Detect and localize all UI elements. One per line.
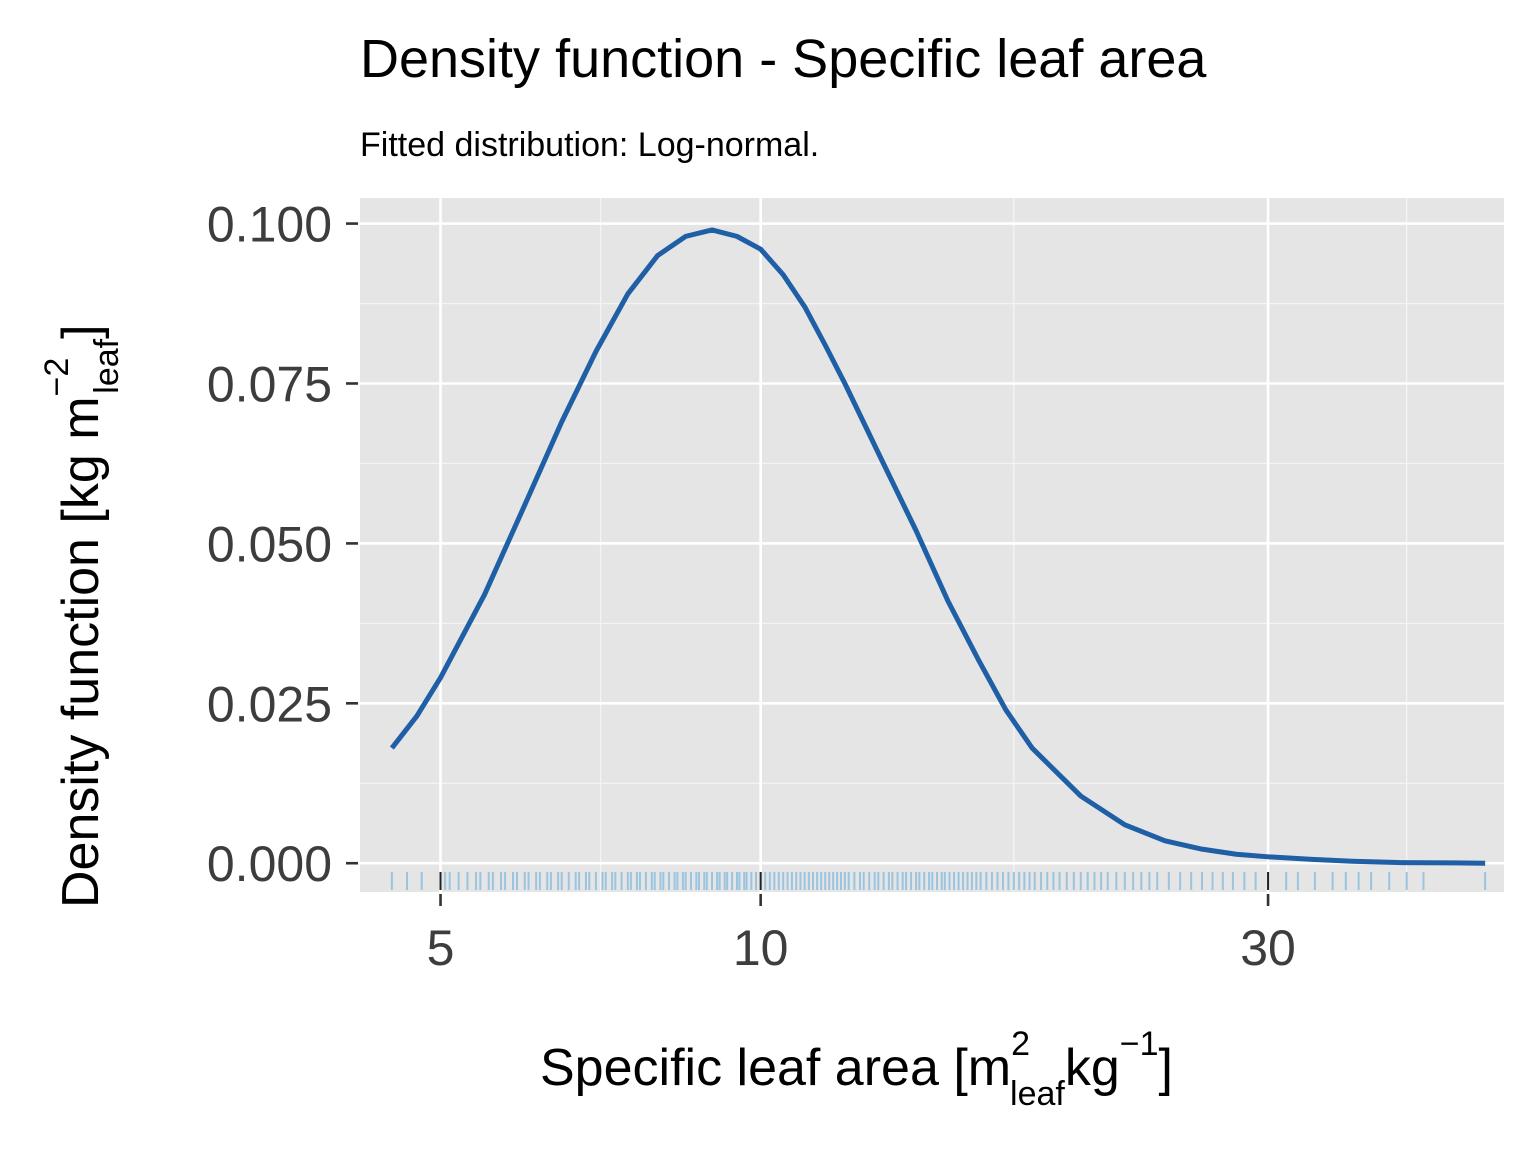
x-tick-label: 30: [1240, 920, 1296, 976]
x-axis-label-suffix: ]: [1159, 1039, 1173, 1097]
rug-marks: [390, 872, 1487, 890]
y-tick-label: 0.075: [207, 356, 332, 412]
chart-title: Density function - Specific leaf area: [360, 29, 1207, 89]
plot-panel: [360, 198, 1504, 892]
x-tick-label: 5: [427, 920, 455, 976]
major-gridlines: [360, 198, 1504, 892]
y-tick-label: 0.025: [207, 676, 332, 732]
x-tick-label: 10: [733, 920, 789, 976]
y-tick-label: 0.100: [207, 197, 332, 253]
x-axis-label-sup1: 2: [1011, 1025, 1030, 1063]
y-axis-label-prefix: Density function [kg m: [52, 396, 110, 908]
y-axis-label-sub: leaf: [88, 338, 126, 393]
chart-subtitle: Fitted distribution: Log-normal.: [360, 126, 819, 164]
y-tick-label: 0.050: [207, 516, 332, 572]
x-axis-label-sub1: leaf: [1010, 1075, 1065, 1113]
y-axis-label-sup: −2: [38, 358, 76, 397]
x-axis-label: Specific leaf area [m2 leafkg−1]: [540, 1025, 1173, 1113]
x-axis-label-mid: kg: [1065, 1039, 1120, 1097]
y-tick-label: 0.000: [207, 836, 332, 892]
minor-gridlines: [360, 198, 1504, 892]
x-axis-label-prefix: Specific leaf area [m: [540, 1039, 1011, 1097]
density-curve: [389, 227, 1486, 866]
x-axis-label-sup2: −1: [1120, 1025, 1159, 1063]
y-axis-label: Density function [kg m−2 leaf]: [38, 324, 126, 908]
y-axis-label-suffix: ]: [52, 324, 110, 338]
x-axis: 5 10 30: [427, 894, 1296, 976]
y-axis: 0.000 0.025 0.050 0.075 0.100: [207, 197, 358, 892]
